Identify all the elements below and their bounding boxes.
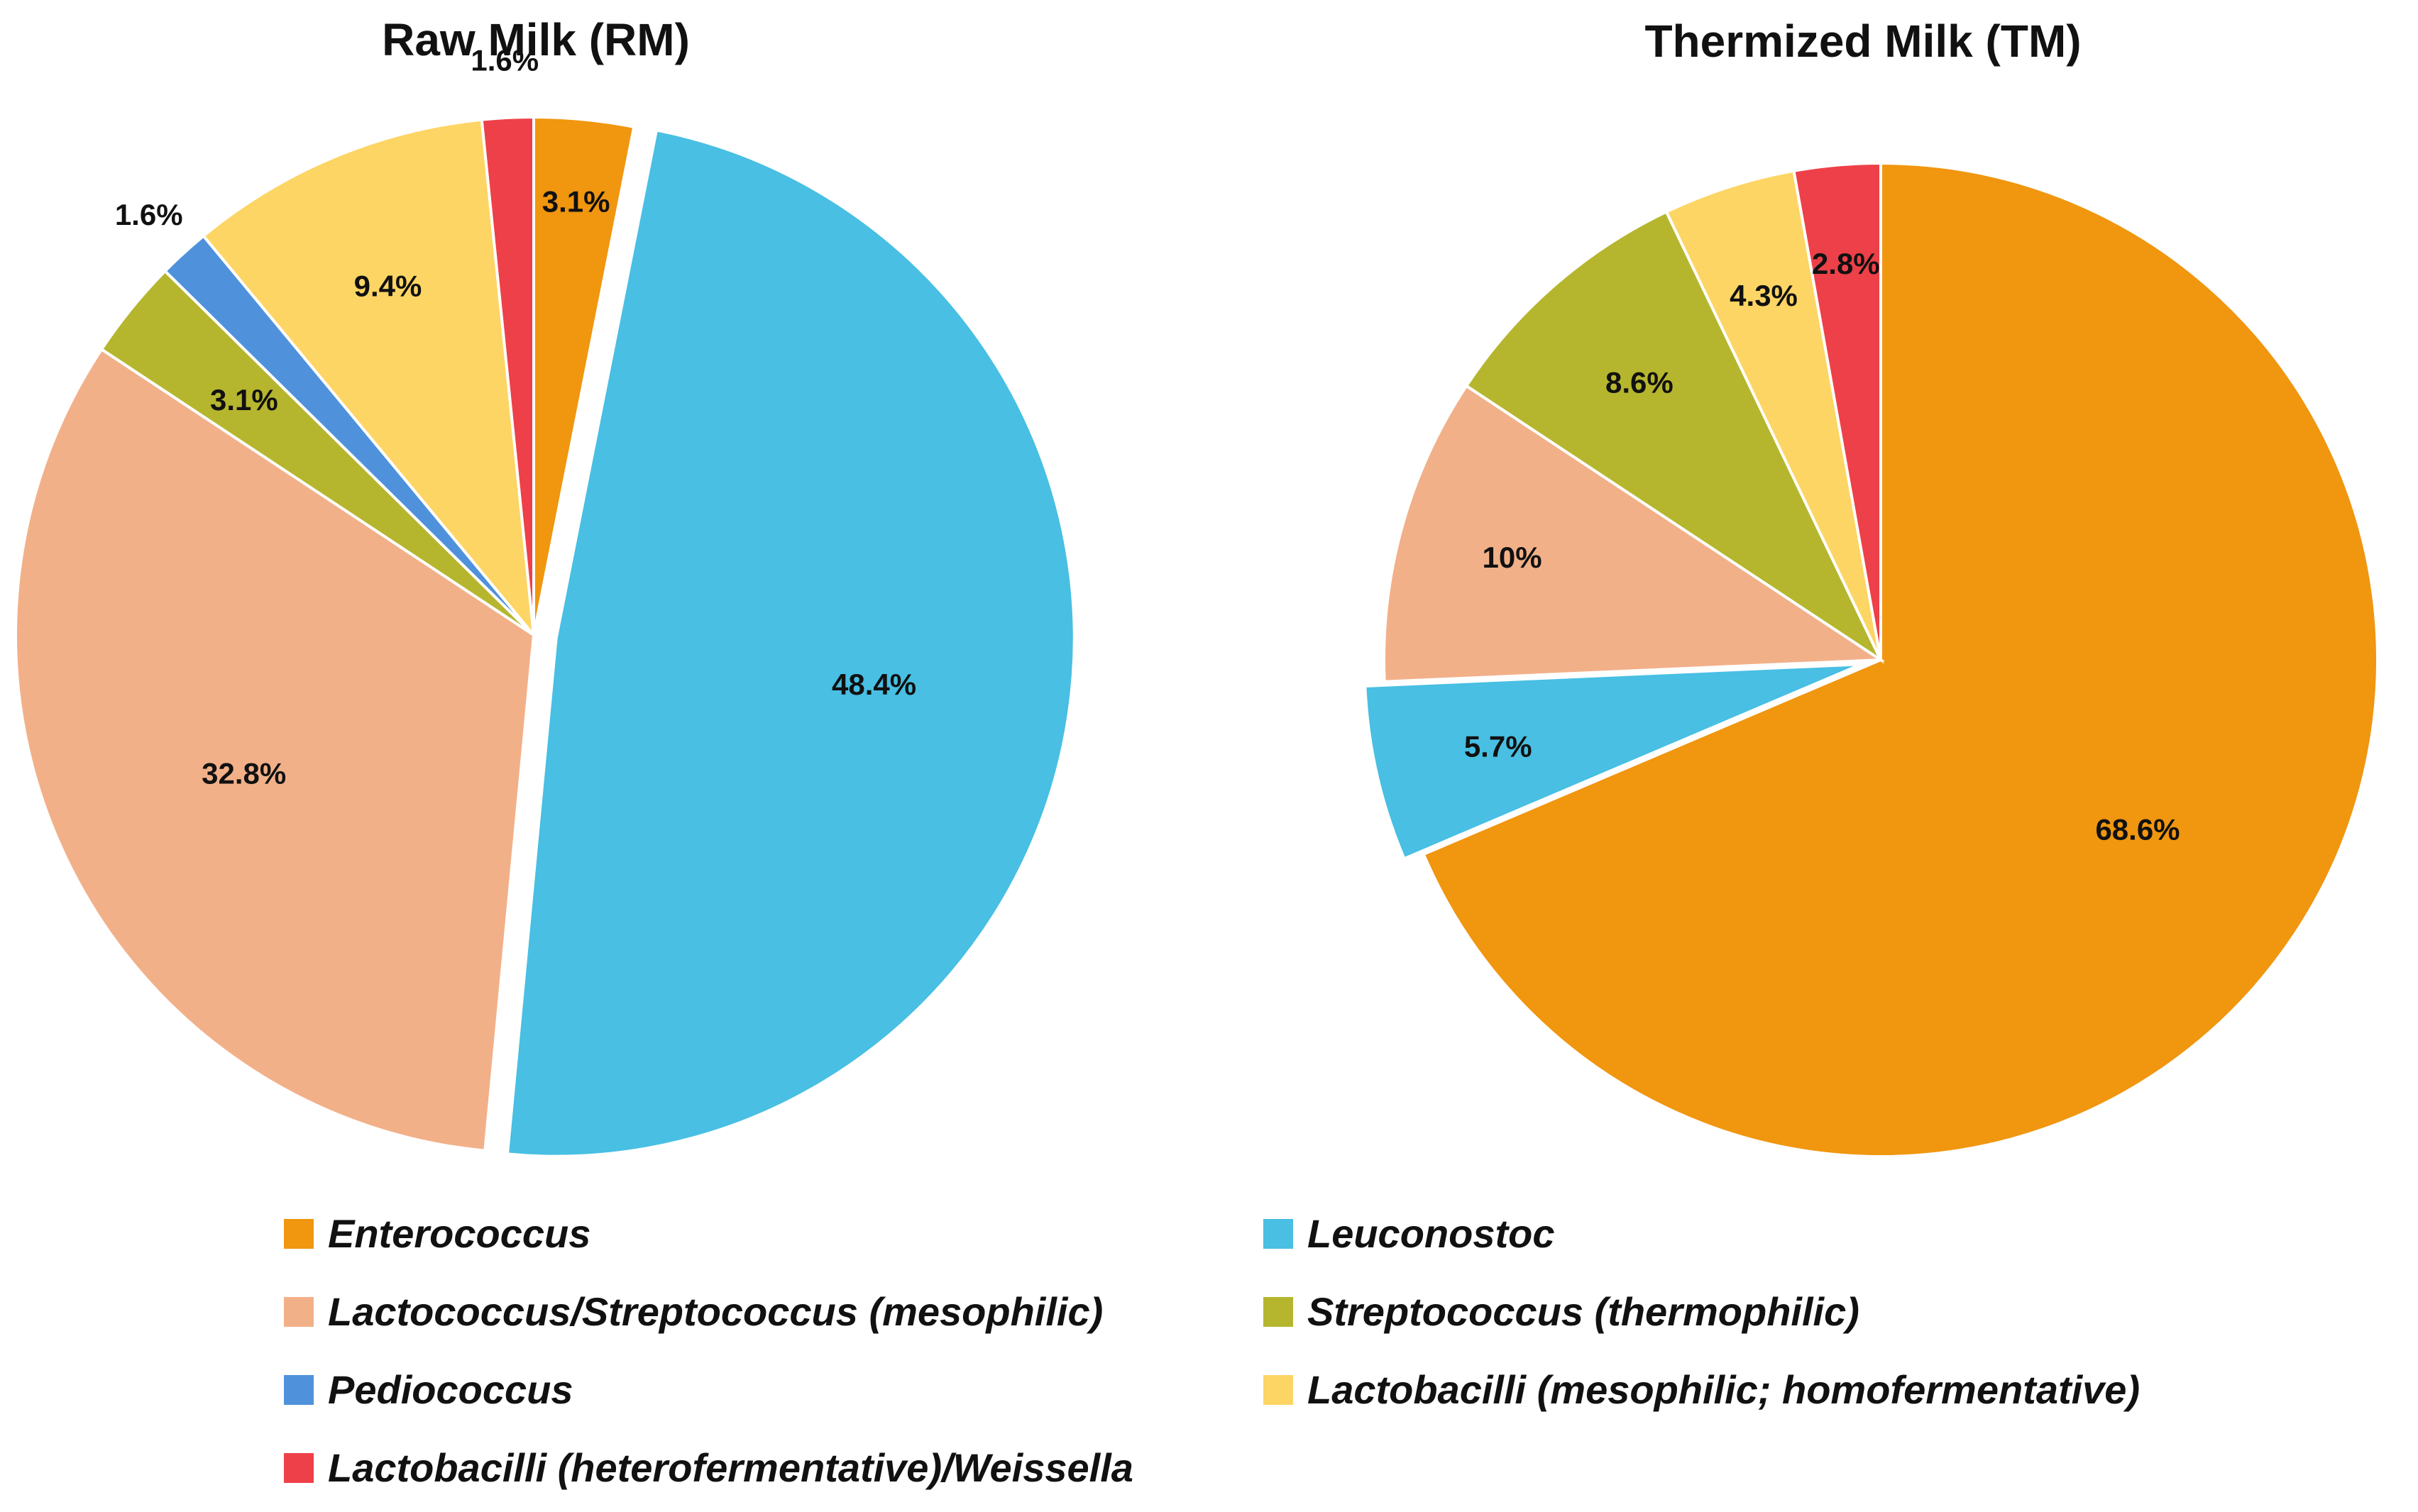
tm-slice-lactococcus xyxy=(1383,384,1886,683)
raw-milk-title: Raw Milk (RM) xyxy=(382,14,690,65)
legend-label-lactobacilli_meso: Lactobacilli (mesophilic; homofermentati… xyxy=(1307,1367,2140,1412)
thermized-milk-pie: 68.6% 5.7% 10% 8.6% 4.3% 2.8% xyxy=(1363,161,2380,1158)
legend-swatch-lactococcus xyxy=(284,1297,314,1327)
rm-slice-lactobacilli_meso xyxy=(201,118,536,640)
legend-swatch-leuconostoc xyxy=(1263,1219,1293,1249)
tm-slice-leuconostoc xyxy=(1363,663,1862,861)
tm-slice-lactobacilli_hetero xyxy=(1792,161,1882,661)
legend-swatch-enterococcus xyxy=(284,1219,314,1249)
legend-label-lactobacilli_hetero: Lactobacilli (heterofermentative)/Weisse… xyxy=(328,1445,1133,1490)
legend-label-streptococcus: Streptococcus (thermophilic) xyxy=(1307,1289,1859,1334)
rm-label-streptococcus: 3.1% xyxy=(210,383,278,416)
thermized-milk-title: Thermized Milk (TM) xyxy=(1644,16,2081,67)
legend-label-pediococcus: Pediococcus xyxy=(328,1367,573,1412)
tm-slice-lactobacilli_meso xyxy=(1664,169,1882,661)
rm-label-lactobacilli_meso: 9.4% xyxy=(354,269,422,302)
legend-swatch-lactobacilli_hetero xyxy=(284,1453,314,1483)
tm-label-leuconostoc: 5.7% xyxy=(1464,729,1532,763)
tm-label-lactobacilli_meso: 4.3% xyxy=(1730,279,1798,312)
tm-label-streptococcus: 8.6% xyxy=(1605,365,1674,399)
rm-slice-lactobacilli_hetero xyxy=(480,115,535,636)
legend: Enterococcus Leuconostoc Lactococcus/Strep… xyxy=(284,1211,2140,1490)
tm-label-lactobacilli_hetero: 2.8% xyxy=(1812,247,1880,280)
rm-slice-leuconostoc xyxy=(505,128,1076,1158)
legend-label-enterococcus: Enterococcus xyxy=(328,1211,590,1256)
tm-label-enterococcus: 68.6% xyxy=(2095,812,2180,846)
raw-milk-pie: 3.1% 48.4% 32.8% 3.1% 1.6% 9.4% 1.6% xyxy=(14,44,1076,1158)
legend-swatch-lactobacilli_meso xyxy=(1263,1375,1293,1405)
rm-label-lactobacilli_hetero: 1.6% xyxy=(471,44,539,77)
tm-slice-enterococcus xyxy=(1422,161,2380,1158)
legend-label-leuconostoc: Leuconostoc xyxy=(1307,1211,1554,1256)
rm-label-leuconostoc: 48.4% xyxy=(832,668,916,701)
tm-slice-streptococcus xyxy=(1464,209,1884,664)
legend-label-lactococcus: Lactococcus/Streptococcus (mesophilic) xyxy=(328,1289,1103,1334)
legend-swatch-pediococcus xyxy=(284,1375,314,1405)
rm-label-lactococcus: 32.8% xyxy=(202,756,286,790)
legend-swatch-streptococcus xyxy=(1263,1297,1293,1327)
rm-label-pediococcus: 1.6% xyxy=(115,198,183,231)
rm-label-enterococcus: 3.1% xyxy=(542,185,610,219)
tm-label-lactococcus: 10% xyxy=(1483,541,1542,574)
